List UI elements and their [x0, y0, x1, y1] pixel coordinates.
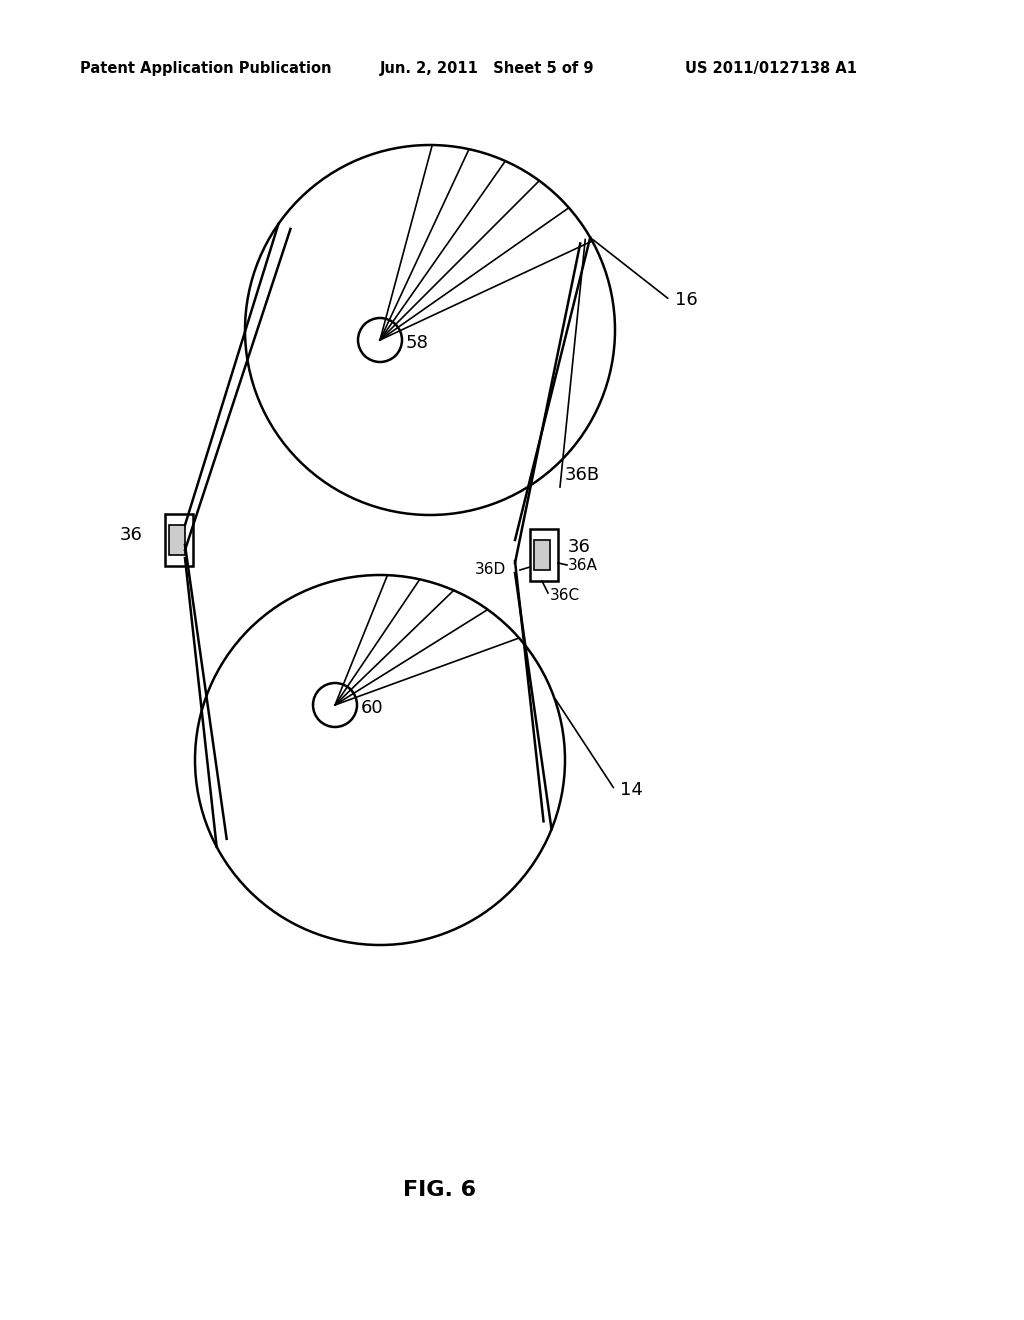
Text: FIG. 6: FIG. 6 — [403, 1180, 476, 1200]
Bar — [534, 540, 550, 570]
Text: Patent Application Publication: Patent Application Publication — [80, 61, 332, 75]
Text: 16: 16 — [675, 290, 697, 309]
Text: Jun. 2, 2011   Sheet 5 of 9: Jun. 2, 2011 Sheet 5 of 9 — [380, 61, 595, 75]
Bar — [169, 525, 185, 554]
Text: 36: 36 — [568, 539, 591, 556]
Text: 36B: 36B — [565, 466, 600, 484]
Text: US 2011/0127138 A1: US 2011/0127138 A1 — [685, 61, 857, 75]
Circle shape — [358, 318, 402, 362]
Text: 36: 36 — [120, 525, 143, 544]
Text: 36C: 36C — [550, 587, 581, 602]
Text: 14: 14 — [620, 781, 643, 799]
Text: 36A: 36A — [568, 557, 598, 573]
Bar — [165, 513, 193, 566]
Text: 36D: 36D — [475, 562, 506, 578]
Bar — [530, 529, 558, 581]
Text: 60: 60 — [361, 700, 384, 717]
Text: 58: 58 — [406, 334, 429, 352]
Circle shape — [313, 682, 357, 727]
